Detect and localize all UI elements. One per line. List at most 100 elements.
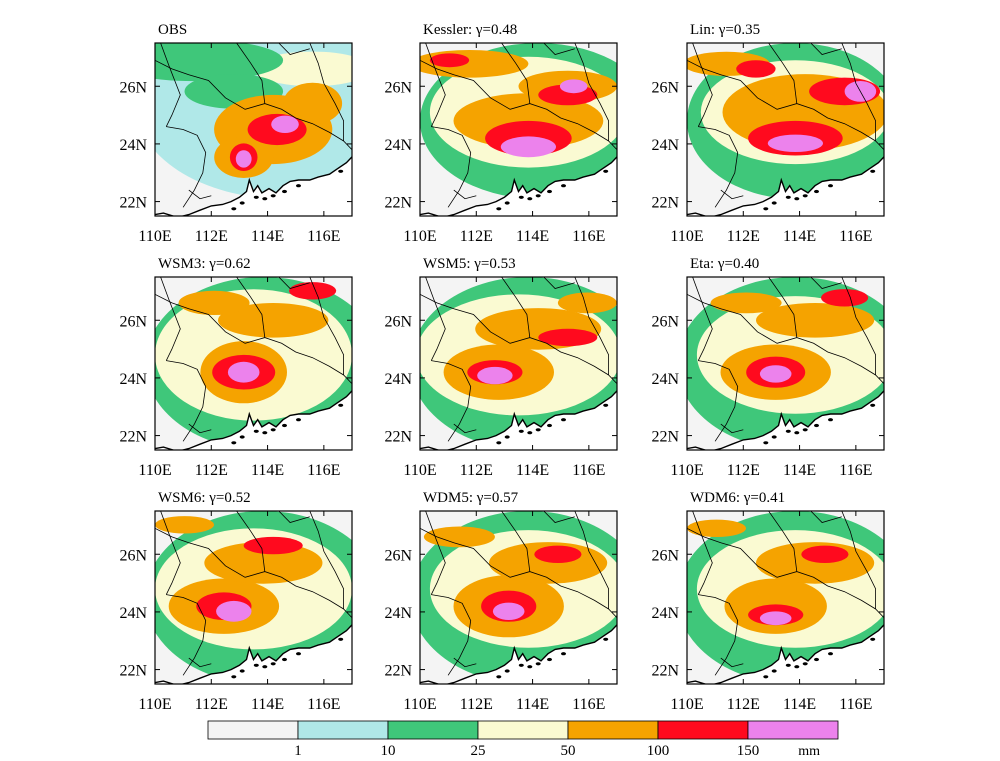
colorbar-swatch xyxy=(207,720,299,740)
ocean-mask xyxy=(155,624,352,684)
y-tick-label: 26N xyxy=(651,79,679,96)
y-tick-label: 26N xyxy=(384,79,412,96)
island xyxy=(771,201,777,205)
panel-1: 110E 112E 114E 116E 22N 24N 26N OBS xyxy=(119,22,353,245)
panel-frame xyxy=(154,42,353,217)
island xyxy=(270,662,276,666)
panel-3: 110E 112E 114E 116E 22N 24N 26N Lin: γ=0.35 xyxy=(651,22,885,245)
panel-frame xyxy=(686,42,885,217)
island xyxy=(262,665,268,669)
precip-field xyxy=(420,511,617,684)
island xyxy=(828,418,833,422)
ocean-mask xyxy=(687,156,884,216)
panel-5: 110E 112E 114E 116E 22N 24N 26N WSM5: γ=0.53 xyxy=(384,256,618,479)
x-tick-label: 116E xyxy=(839,696,872,713)
coastline xyxy=(420,624,617,684)
island xyxy=(296,184,301,188)
precip-contour xyxy=(534,545,582,563)
province-boundary xyxy=(692,43,713,127)
x-tick-label: 112E xyxy=(195,696,228,713)
island xyxy=(763,441,769,445)
coastline xyxy=(420,156,617,216)
province-boundary xyxy=(236,43,266,104)
colorbar-level-label: 100 xyxy=(647,743,670,759)
island xyxy=(763,675,769,679)
precip-field xyxy=(155,511,352,684)
ocean-mask xyxy=(155,156,352,216)
colorbar-level-label: 10 xyxy=(381,743,396,759)
x-tick-label: 110E xyxy=(670,228,703,245)
colorbar-swatch xyxy=(567,720,659,740)
precip-contour xyxy=(216,600,252,622)
x-tick-label: 116E xyxy=(572,696,605,713)
x-tick-label: 114E xyxy=(783,228,816,245)
y-tick-label: 22N xyxy=(119,195,147,212)
province-boundary xyxy=(188,657,212,668)
coastline xyxy=(155,390,352,450)
coastline xyxy=(155,624,352,684)
precip-field xyxy=(687,511,884,684)
island xyxy=(771,435,777,439)
panel-title: WSM6: γ=0.52 xyxy=(158,490,251,506)
x-tick-label: 110E xyxy=(670,696,703,713)
precip-contour xyxy=(429,53,470,68)
x-tick-label: 110E xyxy=(138,228,171,245)
island xyxy=(282,423,287,428)
x-tick-label: 114E xyxy=(783,696,816,713)
province-boundary xyxy=(810,277,842,289)
panel-title: Lin: γ=0.35 xyxy=(690,22,760,38)
x-tick-label: 114E xyxy=(783,462,816,479)
y-tick-label: 26N xyxy=(119,547,147,564)
province-boundary xyxy=(841,511,876,609)
x-tick-label: 116E xyxy=(307,462,340,479)
panel-title: OBS xyxy=(158,22,187,38)
precip-contour xyxy=(759,365,792,383)
province-boundary xyxy=(236,277,266,338)
panel-frame xyxy=(686,276,885,451)
province-boundary xyxy=(420,293,617,384)
island xyxy=(338,637,344,641)
ocean-mask xyxy=(687,390,884,450)
island xyxy=(535,194,541,198)
panel-title: WSM5: γ=0.53 xyxy=(423,256,516,272)
x-tick-label: 112E xyxy=(460,462,493,479)
province-boundary xyxy=(768,511,798,572)
island xyxy=(527,431,533,435)
island xyxy=(253,195,259,199)
x-tick-label: 112E xyxy=(460,228,493,245)
y-tick-label: 22N xyxy=(651,663,679,680)
y-tick-label: 22N xyxy=(119,663,147,680)
colorbar-level-label: 150 xyxy=(737,743,760,759)
precip-contour xyxy=(492,602,525,620)
island xyxy=(496,207,502,211)
colorbar-unit: mm xyxy=(798,744,820,759)
x-tick-label: 110E xyxy=(138,462,171,479)
precip-contour xyxy=(218,303,329,338)
province-boundary xyxy=(501,277,531,338)
panel-frame xyxy=(154,276,353,451)
panel-4: 110E 112E 114E 116E 22N 24N 26N WSM3: γ=0.62 xyxy=(119,256,353,479)
province-boundary xyxy=(720,657,744,668)
precip-contour xyxy=(155,516,214,534)
precip-field xyxy=(687,43,884,216)
precip-field xyxy=(420,43,617,216)
x-tick-label: 112E xyxy=(727,462,760,479)
precip-contour xyxy=(243,536,303,555)
precip-contour xyxy=(767,134,823,152)
island xyxy=(561,652,566,656)
y-tick-label: 24N xyxy=(384,137,412,154)
y-tick-label: 22N xyxy=(651,429,679,446)
x-tick-label: 116E xyxy=(839,228,872,245)
island xyxy=(870,403,876,407)
province-boundary xyxy=(810,511,842,523)
x-tick-label: 116E xyxy=(307,696,340,713)
x-tick-label: 114E xyxy=(516,228,549,245)
panel-grid: 110E 112E 114E 116E 22N 24N 26N OBS 110E 112E 114E… xyxy=(119,22,885,713)
island xyxy=(231,441,237,445)
island xyxy=(231,207,237,211)
province-boundary xyxy=(309,43,344,141)
precip-contour xyxy=(155,43,284,82)
coastline xyxy=(155,156,352,216)
island xyxy=(282,657,287,662)
island xyxy=(802,194,808,198)
